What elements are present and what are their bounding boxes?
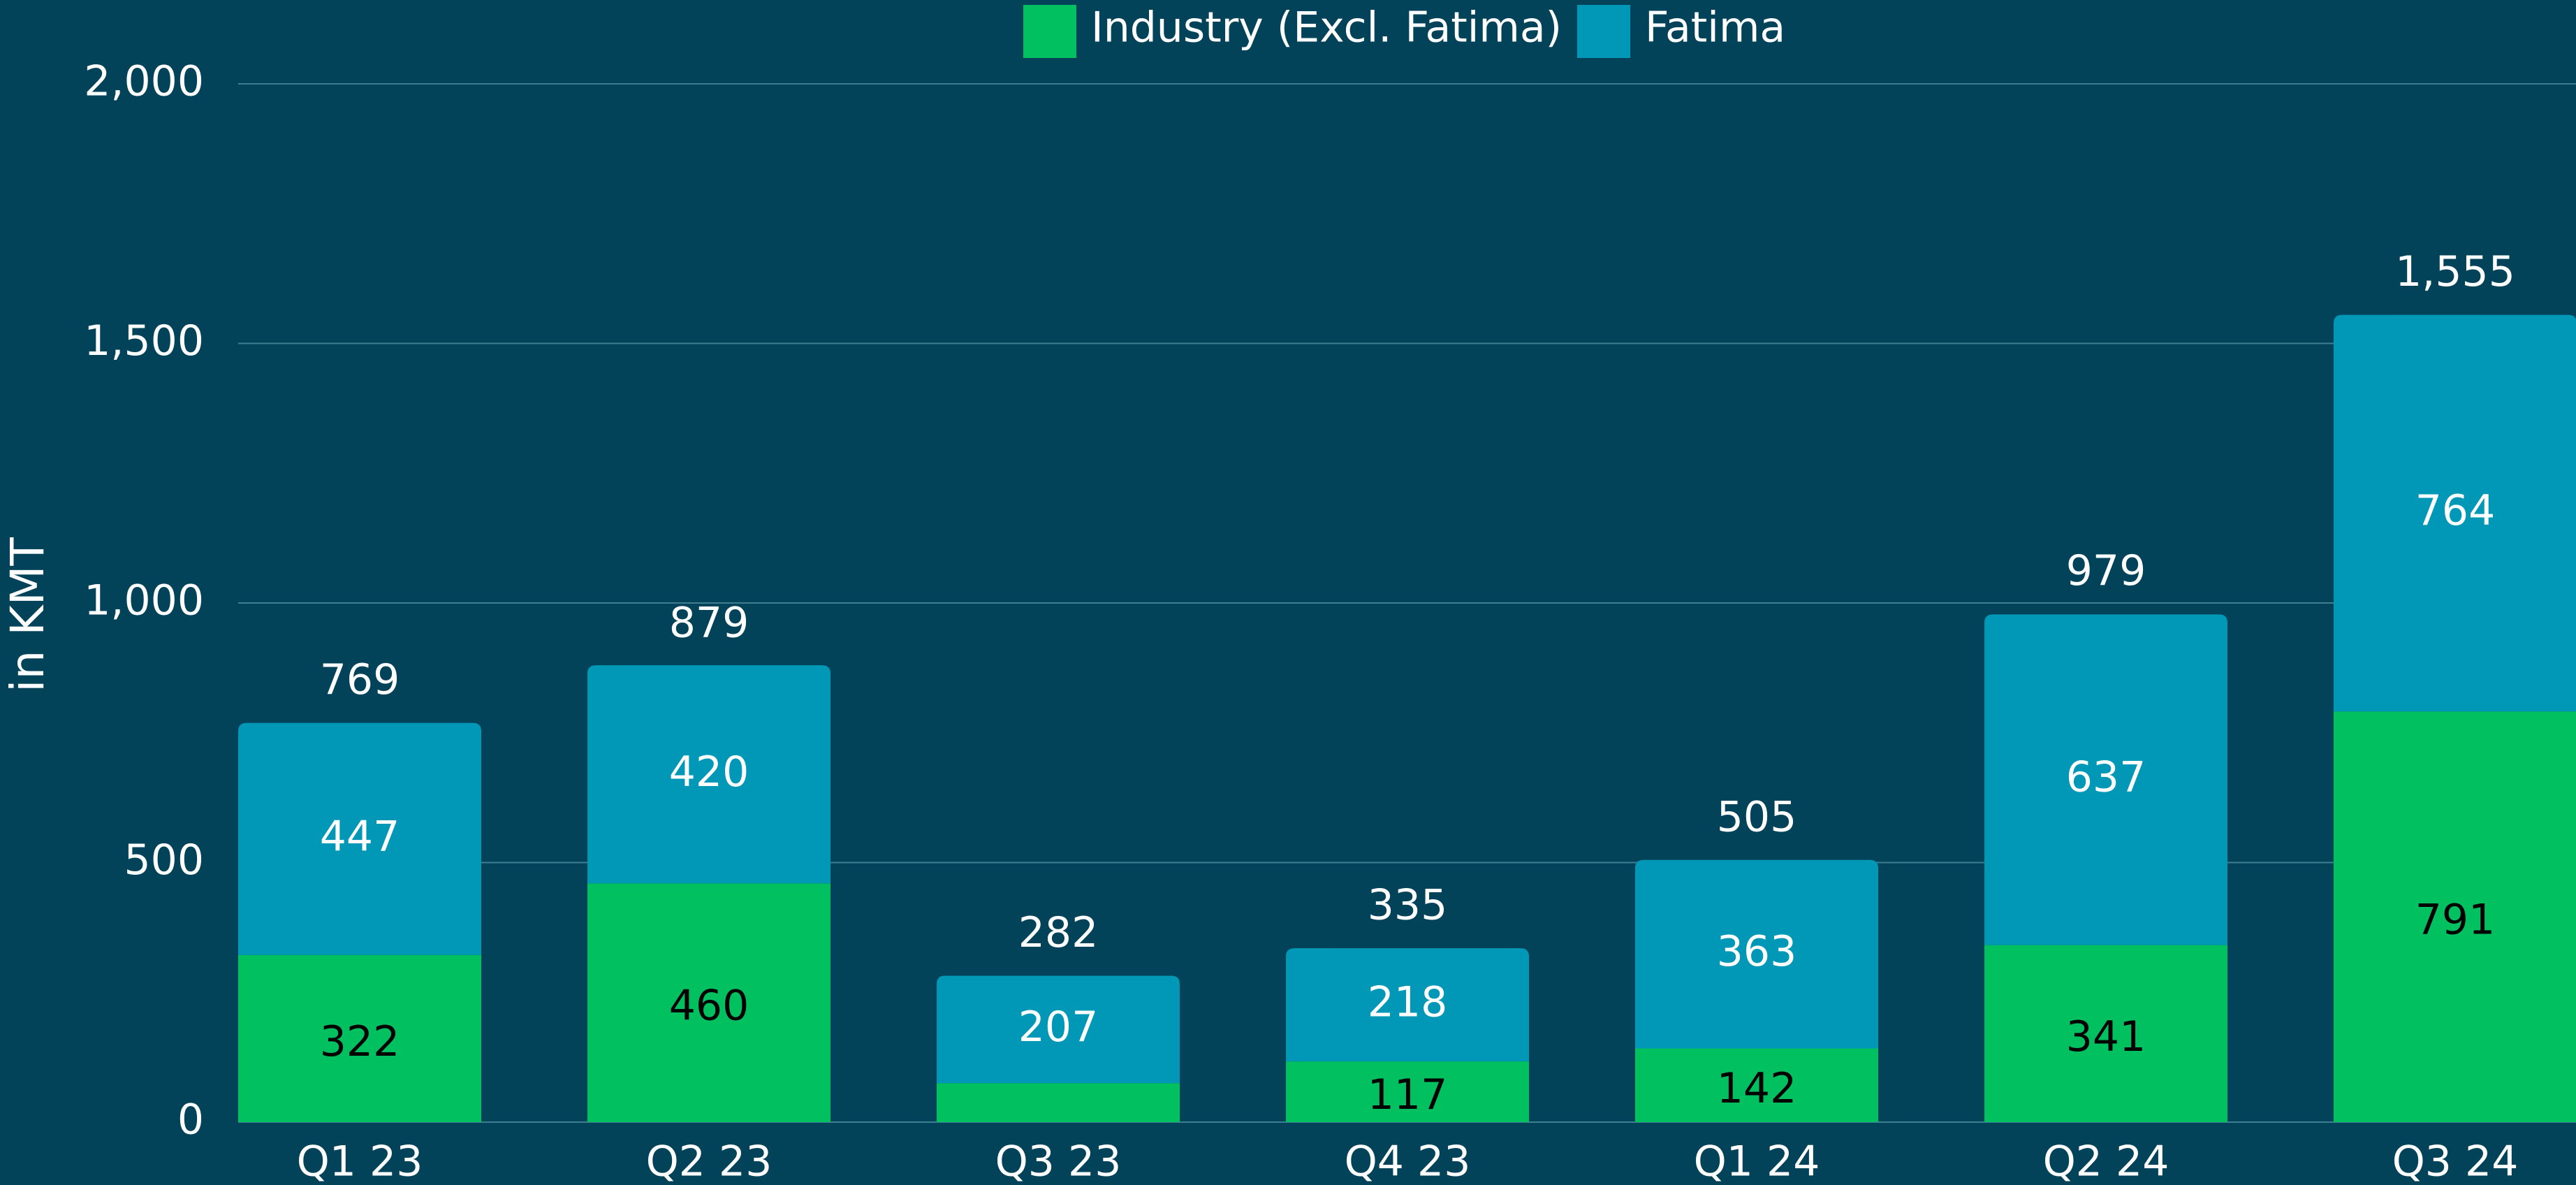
data-label: 218 [1368, 978, 1448, 1027]
bar-segment [238, 954, 481, 1122]
data-label: 207 [1018, 1003, 1099, 1052]
y-tick-label: 500 [124, 836, 204, 885]
x-tick-label: Q4 23 [1345, 1137, 1471, 1185]
data-label: 637 [2066, 753, 2146, 802]
x-tick-label: Q3 23 [995, 1137, 1122, 1185]
x-tick-label: Q2 23 [646, 1137, 773, 1185]
bar-segment [1286, 948, 1529, 1062]
bar-segment [1286, 1061, 1529, 1122]
bar-segment [2334, 711, 2576, 1122]
x-tick-label: Q2 24 [2043, 1137, 2169, 1185]
data-label: 322 [320, 1017, 400, 1066]
bar-segment [1984, 945, 2227, 1122]
total-label: 282 [1018, 908, 1099, 957]
data-label: 460 [669, 982, 749, 1031]
bar-segment [937, 1083, 1180, 1122]
bar-segment [1984, 614, 2227, 945]
data-label: 341 [2066, 1012, 2146, 1061]
total-label: 879 [669, 598, 749, 647]
data-label: 764 [2415, 486, 2496, 535]
data-label: 447 [320, 812, 400, 861]
data-label: 420 [669, 748, 749, 797]
x-tick-label: Q1 24 [1694, 1137, 1820, 1185]
y-tick-label: 1,000 [84, 576, 204, 625]
data-label: 142 [1717, 1064, 1797, 1113]
legend-swatch [1577, 5, 1630, 58]
bar-segment [587, 665, 830, 884]
bar-segment [587, 883, 830, 1122]
legend-swatch [1023, 5, 1076, 58]
total-label: 979 [2066, 546, 2146, 595]
total-label: 1,555 [2395, 247, 2515, 296]
bar-segment [1635, 859, 1878, 1049]
data-label: 117 [1368, 1070, 1448, 1119]
y-tick-label: 1,500 [84, 317, 204, 365]
x-tick-label: Q1 23 [297, 1137, 423, 1185]
legend-label: Industry (Excl. Fatima) [1091, 3, 1562, 52]
total-label: 769 [320, 655, 400, 704]
y-tick-label: 2,000 [84, 57, 204, 106]
bar-segment [1635, 1048, 1878, 1122]
bar-segment [2334, 314, 2576, 712]
data-label: 363 [1717, 927, 1797, 976]
y-tick-label: 0 [177, 1096, 204, 1144]
bar-segment [238, 722, 481, 955]
y-axis-label: in KMT [1, 537, 54, 692]
total-label: 335 [1368, 881, 1448, 930]
total-label: 505 [1717, 792, 1797, 841]
x-tick-label: Q3 24 [2392, 1137, 2519, 1185]
bar-segment [937, 975, 1180, 1084]
data-label: 791 [2415, 896, 2496, 945]
legend-label: Fatima [1645, 3, 1785, 52]
